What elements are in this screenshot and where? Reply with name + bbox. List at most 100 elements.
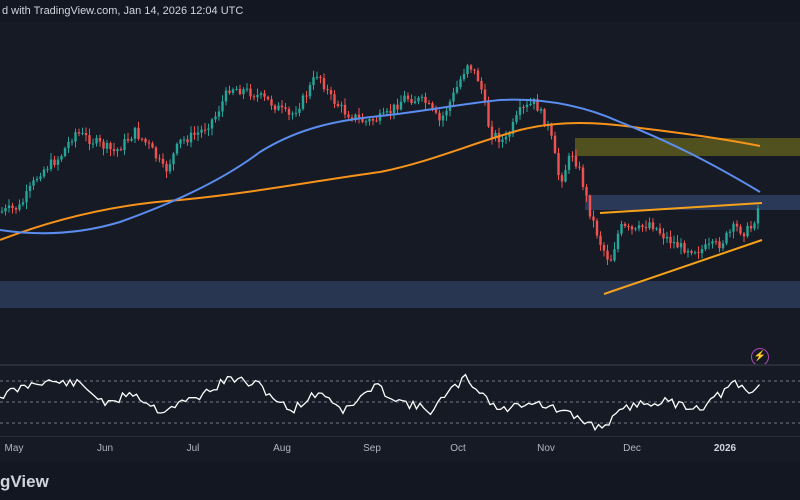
candle-body [385,110,389,113]
candle-body [522,107,525,109]
candle-body [280,105,284,108]
candle-body [277,105,280,110]
candle-body [242,89,245,95]
candle-body [354,114,357,120]
candle-body [249,88,252,97]
candle-body [322,78,326,90]
candle-body [11,205,14,208]
candle-body [606,250,609,260]
pane-divider[interactable] [0,364,800,366]
candle-body [592,216,595,221]
mid-zone [585,195,800,210]
candle-body [452,92,455,102]
x-axis[interactable]: May Jun Jul Aug Sep Oct Nov Dec 2026 [0,436,800,463]
candle-body [662,233,665,239]
candle-body [518,107,522,115]
candle-body [305,95,308,97]
candle-body [560,175,564,182]
candle-body [228,90,231,93]
candle-body [308,85,312,97]
candle-body [557,152,560,176]
x-tick-label: Dec [623,443,641,454]
x-tick-label: May [4,443,24,454]
candle-body [641,225,644,228]
candle-body [102,141,105,149]
candle-body [28,185,32,192]
candle-body [137,127,140,139]
candle-body [151,143,154,148]
candle-body [483,89,487,103]
candle-body [98,137,102,142]
candle-body [224,90,228,102]
candle-body [455,86,459,93]
candle-body [238,88,242,95]
triangle-upper-trendline[interactable] [599,202,763,214]
candle-body [469,65,473,70]
candle-body [109,143,112,150]
candle-body [357,114,361,118]
x-tick-label: Jun [96,443,114,454]
candle-body [91,143,95,145]
candle-body [599,235,602,246]
candle-body [602,245,606,251]
candle-body [32,180,35,186]
candle-body [270,99,273,106]
candle-body [382,112,385,114]
candle-body [515,114,518,122]
price-chart-canvas[interactable] [0,22,800,365]
candle-body [193,132,196,135]
candle-body [340,104,343,107]
candle-body [686,251,690,253]
candle-body [371,118,375,121]
candle-body [0,211,4,213]
candle-body [326,89,329,91]
candle-body [112,149,116,152]
candle-body [70,141,74,143]
candle-body [553,135,557,153]
candle-body [564,169,567,182]
candle-body [67,141,70,149]
candle-body [301,95,305,109]
rsi-pane[interactable] [0,366,800,436]
candle-body [287,108,291,115]
candle-body [25,191,28,203]
candle-body [130,138,133,141]
candle-body [445,110,448,116]
candle-body [343,104,347,115]
candle-body [294,112,298,114]
rsi-canvas[interactable] [0,366,800,436]
candle-body [529,103,532,105]
x-tick-label: Jul [186,443,200,454]
candle-body [567,155,571,170]
x-tick-label: 2026 [713,443,737,454]
candle-body [235,88,238,90]
chart-header: d with TradingView.com, Jan 14, 2026 12:… [0,0,800,22]
candle-body [84,133,88,136]
candle-body [525,104,529,108]
candle-body [165,163,168,172]
candle-body [459,79,462,87]
candle-body [77,132,81,134]
candle-body [578,166,581,168]
candle-body [574,155,578,167]
triangle-lower-trendline[interactable] [603,239,763,295]
candle-body [473,69,476,71]
candlestick-series [0,63,760,265]
candle-body [630,226,634,230]
candle-body [60,156,63,160]
candle-body [291,113,294,115]
candle-body [413,101,417,104]
candle-body [637,225,641,229]
candle-body [196,132,200,135]
candle-body [315,76,319,78]
candle-body [714,241,718,243]
candle-body [616,233,620,250]
candle-body [56,159,60,165]
candle-body [501,139,504,143]
candle-body [585,186,588,196]
candle-body [396,104,399,110]
candle-body [707,243,711,245]
candle-body [126,139,130,141]
candle-body [609,259,613,261]
price-chart[interactable] [0,22,800,365]
